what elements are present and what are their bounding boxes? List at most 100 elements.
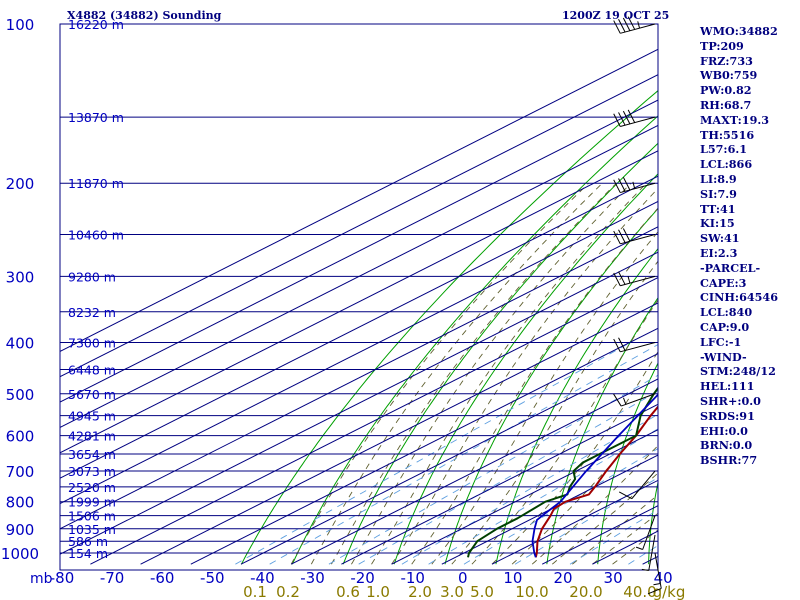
wind-barb-halfflag (632, 181, 636, 189)
moist-adiabat-line (451, 260, 658, 565)
wind-barb-staff (642, 515, 656, 550)
dry-adiabat-line (597, 362, 658, 565)
pressure-unit-label: mb (30, 571, 53, 587)
isotherm-line (190, 327, 658, 565)
pressure-tick-label: 100 (6, 16, 35, 34)
moist-adiabat-line (391, 187, 658, 565)
wind-barb-flag (618, 229, 626, 243)
dry-adiabat-line (342, 142, 658, 565)
isotherm-line (60, 99, 658, 403)
index-item: TT:41 (700, 201, 736, 216)
height-label: 4945 m (68, 409, 116, 424)
wind-barb-flag (622, 110, 631, 125)
index-item: LFC:-1 (700, 334, 742, 349)
wind-barb-staff (621, 393, 656, 407)
index-item: RH:68.7 (700, 97, 752, 112)
wind-barb-flag (622, 176, 631, 191)
mixing-ratio-label: 10.0 (515, 583, 548, 600)
index-item: L57:6.1 (700, 142, 748, 157)
wind-barb-flag (622, 17, 631, 31)
pressure-tick-label: 800 (6, 494, 35, 512)
temperature-tick-label: -50 (200, 569, 225, 587)
index-item: WB0:759 (700, 68, 758, 83)
height-label: 3073 m (68, 464, 116, 479)
wind-barb (613, 176, 656, 194)
wind-barb-staff (654, 552, 662, 589)
isotherm-line (60, 74, 658, 378)
index-item: BRN:0.0 (700, 438, 753, 453)
moist-adiabat-line (471, 299, 658, 565)
index-item: EHI:0.0 (700, 423, 748, 438)
index-item: MAXT:19.3 (700, 112, 770, 127)
index-item: LCL:866 (700, 157, 753, 172)
wind-barb-flag (613, 338, 621, 353)
height-label: 586 m (68, 534, 108, 549)
pressure-tick-label: 600 (6, 428, 35, 446)
height-label: 1506 m (68, 509, 116, 524)
chart-time: 1200Z 19 OCT 25 (562, 9, 670, 22)
wind-barb (635, 515, 656, 550)
wind-barb-flag (622, 228, 631, 242)
mixing-ratio-label: 5.0 (470, 583, 494, 600)
wind-barb-flag (618, 271, 626, 285)
wind-barb-halfflag (623, 397, 627, 405)
index-item: HEL:111 (700, 379, 755, 394)
wind-barb-flag (613, 20, 621, 34)
pressure-tick-label: 200 (6, 175, 35, 193)
wind-barb-staff (620, 23, 656, 34)
pressure-tick-label: 1000 (1, 545, 39, 563)
index-item: CAPE:3 (700, 275, 747, 290)
temperature-tick-label: -40 (250, 569, 275, 587)
mixing-ratio-line (235, 342, 631, 565)
parcel-profile (531, 393, 658, 558)
mixing-ratio-line (269, 344, 658, 565)
wind-barb (613, 16, 656, 34)
isotherm-line (341, 403, 658, 565)
mixing-ratio-label: 0.1 (243, 583, 267, 600)
wind-barb-halfflag (653, 583, 661, 586)
height-label: 11870 m (68, 176, 124, 191)
height-label: 154 m (68, 546, 108, 561)
wind-barb-staff (620, 342, 656, 353)
height-label: 9280 m (68, 269, 116, 284)
wind-barb-halfflag (627, 276, 631, 284)
height-label: 8232 m (68, 305, 116, 320)
wind-barb-halfflag (637, 21, 641, 29)
height-label: 2520 m (68, 480, 116, 495)
wind-barb (613, 228, 656, 245)
index-item: PW:0.82 (700, 83, 752, 98)
wind-barb-flag (627, 16, 636, 30)
temperature-tick-label: -20 (350, 569, 375, 587)
dry-adiabat-line (546, 296, 658, 565)
wind-barb-staff (648, 535, 656, 571)
index-item: STM:248/12 (700, 364, 776, 379)
wind-barb (618, 470, 656, 500)
indices-panel: WMO:34882 TP:209 FRZ:733 WB0:759 PW:0.82 RH:6… (700, 24, 798, 468)
index-item: TH:5516 (700, 127, 755, 142)
mixing-ratio-line (358, 390, 658, 565)
temperature-tick-label: -10 (400, 569, 425, 587)
height-label: 7300 m (68, 335, 116, 350)
pressure-tick-label: 500 (6, 386, 35, 404)
temperature-tick-label: 30 (604, 569, 623, 587)
wind-barb-staff (631, 470, 656, 499)
wind-barb-flag (613, 113, 621, 127)
wind-barb-staff (620, 234, 656, 245)
temperature-tick-label: -60 (150, 569, 175, 587)
index-item: LI:8.9 (700, 171, 737, 186)
wind-barb-flag (618, 178, 626, 192)
pressure-tick-label: 300 (6, 268, 35, 286)
pressure-tick-label: 900 (6, 521, 35, 539)
dewpoint-profile (467, 386, 658, 558)
isotherm-line (290, 378, 658, 565)
mixing-ratio-label: 0.6 (336, 583, 360, 600)
moist-adiabat-line (431, 231, 658, 565)
wind-barb-staff (620, 116, 656, 127)
isotherm-line (60, 150, 658, 454)
mixing-ratio-label: 3.0 (440, 583, 464, 600)
index-item: -WIND- (700, 349, 747, 364)
pressure-tick-label: 400 (6, 334, 35, 352)
temperature-tick-label: 20 (553, 569, 572, 587)
isotherm-line (140, 302, 658, 565)
wind-barb-flag (618, 491, 633, 500)
